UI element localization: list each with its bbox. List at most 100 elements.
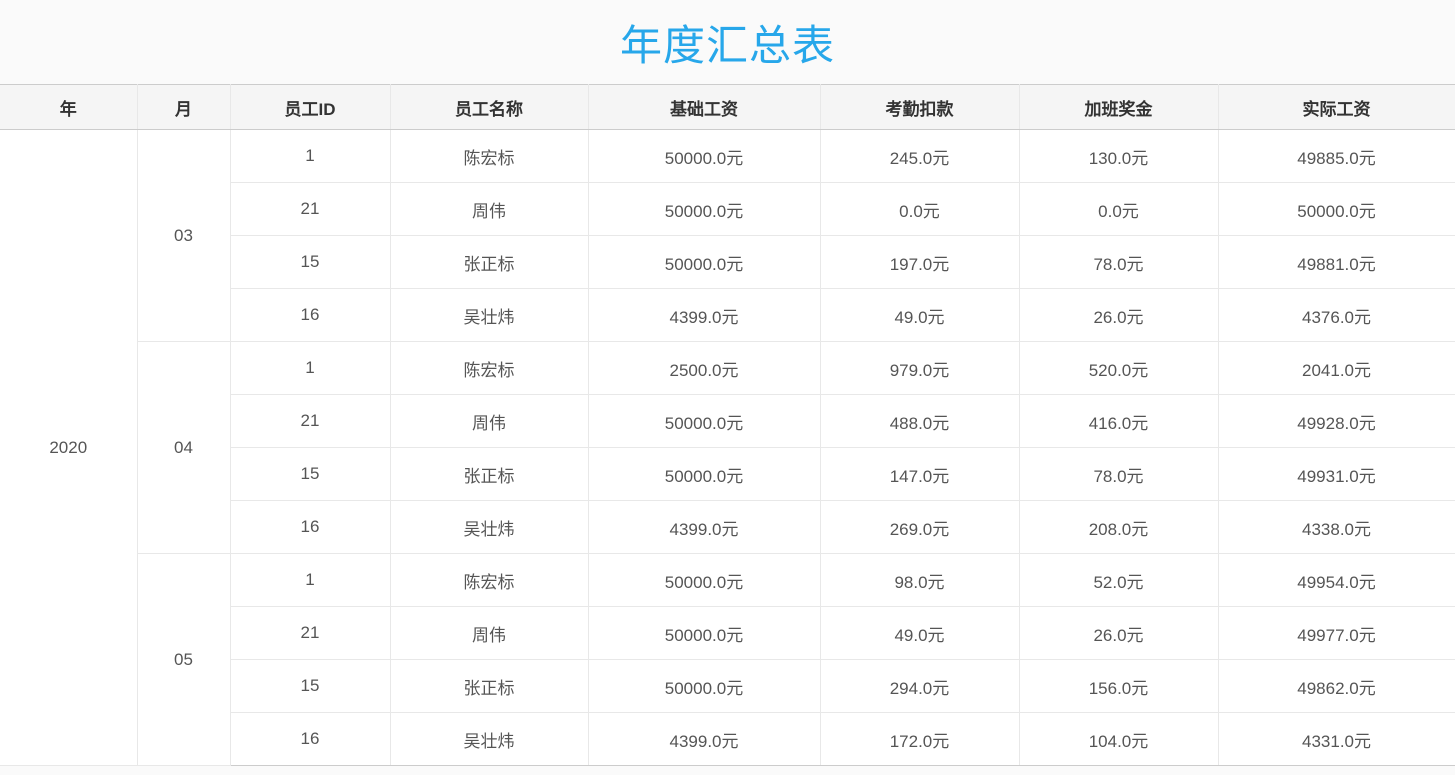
cell-month: 03	[136, 129, 231, 342]
cell-overtime-bonus: 130.0元	[1018, 129, 1219, 183]
column-header-attendance-deduction: 考勤扣款	[819, 84, 1020, 130]
cell-actual-salary: 49928.0元	[1217, 394, 1455, 448]
cell-attendance-deduction: 49.0元	[819, 606, 1020, 660]
cell-base-salary: 50000.0元	[587, 129, 821, 183]
annual-summary-table: 年 月 员工ID 员工名称 基础工资 考勤扣款 加班奖金 实际工资 2020 0…	[0, 84, 1455, 766]
cell-employee-name: 周伟	[389, 182, 589, 236]
cell-employee-name: 陈宏标	[389, 129, 589, 183]
table-row: 15 张正标 50000.0元 147.0元 78.0元 49931.0元	[0, 447, 1455, 501]
cell-actual-salary: 4331.0元	[1217, 712, 1455, 766]
column-header-employee-id: 员工ID	[229, 84, 391, 130]
cell-overtime-bonus: 52.0元	[1018, 553, 1219, 607]
cell-base-salary: 50000.0元	[587, 235, 821, 289]
cell-attendance-deduction: 147.0元	[819, 447, 1020, 501]
cell-actual-salary: 49954.0元	[1217, 553, 1455, 607]
cell-employee-id: 1	[229, 341, 391, 395]
cell-actual-salary: 2041.0元	[1217, 341, 1455, 395]
table-row: 2020 03 1 陈宏标 50000.0元 245.0元 130.0元 498…	[0, 129, 1455, 766]
cell-overtime-bonus: 78.0元	[1018, 447, 1219, 501]
cell-base-salary: 4399.0元	[587, 500, 821, 554]
table-row: 04 1 陈宏标 2500.0元 979.0元 520.0元 2041.0元	[0, 341, 1455, 554]
cell-actual-salary: 4376.0元	[1217, 288, 1455, 342]
cell-overtime-bonus: 26.0元	[1018, 288, 1219, 342]
cell-base-salary: 50000.0元	[587, 606, 821, 660]
cell-overtime-bonus: 78.0元	[1018, 235, 1219, 289]
cell-employee-id: 16	[230, 712, 391, 766]
cell-employee-id: 1	[229, 553, 391, 607]
table-header: 年 月 员工ID 员工名称 基础工资 考勤扣款 加班奖金 实际工资	[0, 84, 1455, 130]
cell-employee-name: 陈宏标	[389, 553, 589, 607]
cell-employee-name: 吴壮炜	[389, 288, 589, 342]
cell-base-salary: 50000.0元	[587, 182, 821, 236]
cell-base-salary: 2500.0元	[587, 341, 821, 395]
cell-attendance-deduction: 49.0元	[819, 288, 1020, 342]
cell-attendance-deduction: 294.0元	[819, 659, 1020, 713]
cell-base-salary: 50000.0元	[587, 394, 821, 448]
cell-actual-salary: 49862.0元	[1217, 659, 1455, 713]
title-band: 年度汇总表	[0, 0, 1455, 84]
cell-attendance-deduction: 979.0元	[819, 341, 1020, 395]
cell-attendance-deduction: 488.0元	[819, 394, 1020, 448]
cell-employee-name: 陈宏标	[389, 341, 589, 395]
cell-employee-id: 15	[230, 235, 391, 289]
cell-base-salary: 50000.0元	[587, 659, 821, 713]
cell-overtime-bonus: 0.0元	[1018, 182, 1219, 236]
cell-employee-id: 15	[230, 447, 391, 501]
cell-employee-name: 张正标	[389, 659, 589, 713]
cell-attendance-deduction: 269.0元	[819, 500, 1020, 554]
cell-employee-name: 周伟	[389, 606, 589, 660]
cell-attendance-deduction: 197.0元	[819, 235, 1020, 289]
column-header-month: 月	[136, 84, 231, 130]
cell-month: 05	[137, 553, 231, 766]
table-row: 21 周伟 50000.0元 49.0元 26.0元 49977.0元	[0, 606, 1455, 660]
table-row: 05 1 陈宏标 50000.0元 98.0元 52.0元 49954.0元	[0, 553, 1455, 766]
column-header-actual-salary: 实际工资	[1217, 84, 1455, 130]
cell-month: 04	[137, 341, 231, 554]
cell-attendance-deduction: 98.0元	[819, 553, 1020, 607]
cell-attendance-deduction: 0.0元	[819, 182, 1020, 236]
cell-actual-salary: 49977.0元	[1217, 606, 1455, 660]
cell-overtime-bonus: 156.0元	[1018, 659, 1219, 713]
cell-overtime-bonus: 520.0元	[1018, 341, 1219, 395]
cell-base-salary: 50000.0元	[587, 447, 821, 501]
column-header-year: 年	[0, 84, 138, 130]
cell-actual-salary: 49931.0元	[1217, 447, 1455, 501]
table-row: 16 吴壮炜 4399.0元 269.0元 208.0元 4338.0元	[0, 500, 1455, 554]
cell-base-salary: 4399.0元	[587, 712, 821, 766]
cell-employee-id: 16	[230, 288, 391, 342]
table-row: 15 张正标 50000.0元 294.0元 156.0元 49862.0元	[0, 659, 1455, 713]
cell-attendance-deduction: 172.0元	[819, 712, 1020, 766]
column-header-employee-name: 员工名称	[389, 84, 589, 130]
table-body: 2020 03 1 陈宏标 50000.0元 245.0元 130.0元 498…	[0, 129, 1455, 766]
cell-actual-salary: 49881.0元	[1217, 235, 1455, 289]
cell-employee-id: 16	[230, 500, 391, 554]
page-title: 年度汇总表	[619, 21, 835, 69]
cell-employee-name: 张正标	[389, 235, 589, 289]
table-row: 16 吴壮炜 4399.0元 172.0元 104.0元 4331.0元	[0, 712, 1455, 766]
column-header-overtime-bonus: 加班奖金	[1018, 84, 1219, 130]
cell-employee-id: 21	[230, 394, 391, 448]
cell-employee-id: 21	[230, 606, 391, 660]
cell-employee-id: 21	[230, 182, 391, 236]
cell-employee-name: 张正标	[389, 447, 589, 501]
cell-employee-id: 1	[229, 129, 391, 183]
cell-actual-salary: 49885.0元	[1217, 129, 1455, 183]
cell-actual-salary: 50000.0元	[1217, 182, 1455, 236]
cell-employee-name: 周伟	[389, 394, 589, 448]
cell-employee-name: 吴壮炜	[389, 500, 589, 554]
cell-base-salary: 50000.0元	[587, 553, 821, 607]
cell-overtime-bonus: 208.0元	[1018, 500, 1219, 554]
cell-overtime-bonus: 104.0元	[1018, 712, 1219, 766]
cell-employee-name: 吴壮炜	[389, 712, 589, 766]
column-header-base-salary: 基础工资	[587, 84, 821, 130]
table-row: 21 周伟 50000.0元 488.0元 416.0元 49928.0元	[0, 394, 1455, 448]
cell-year: 2020	[0, 129, 138, 766]
cell-attendance-deduction: 245.0元	[819, 129, 1020, 183]
cell-overtime-bonus: 26.0元	[1018, 606, 1219, 660]
cell-actual-salary: 4338.0元	[1217, 500, 1455, 554]
cell-base-salary: 4399.0元	[587, 288, 821, 342]
table-row: 15 张正标 50000.0元 197.0元 78.0元 49881.0元	[0, 235, 1455, 289]
cell-overtime-bonus: 416.0元	[1018, 394, 1219, 448]
header-row: 年 月 员工ID 员工名称 基础工资 考勤扣款 加班奖金 实际工资	[0, 84, 1455, 130]
cell-employee-id: 15	[230, 659, 391, 713]
